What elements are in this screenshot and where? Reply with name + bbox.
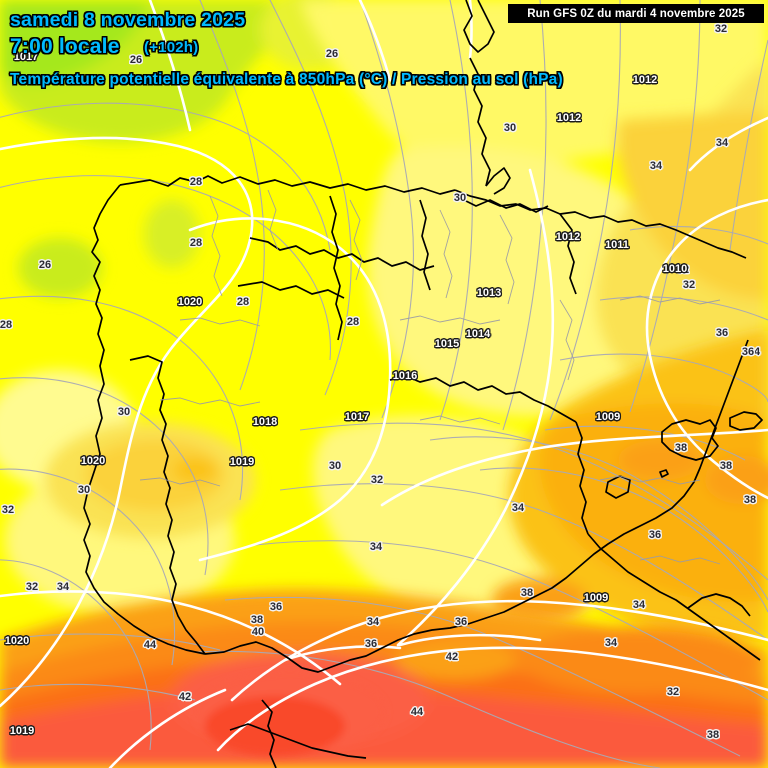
parameter-title: Température potentielle équivalente à 85… [10, 71, 563, 88]
forecast-time: 7:00 locale [10, 35, 120, 58]
model-run-banner: Run GFS 0Z du mardi 4 novembre 2025 [508, 4, 764, 23]
color-scale: -10-7-4-12581114172023262932353841444750… [0, 700, 768, 768]
forecast-date: samedi 8 novembre 2025 [10, 9, 246, 31]
forecast-lead-time: (+102h) [144, 39, 199, 56]
